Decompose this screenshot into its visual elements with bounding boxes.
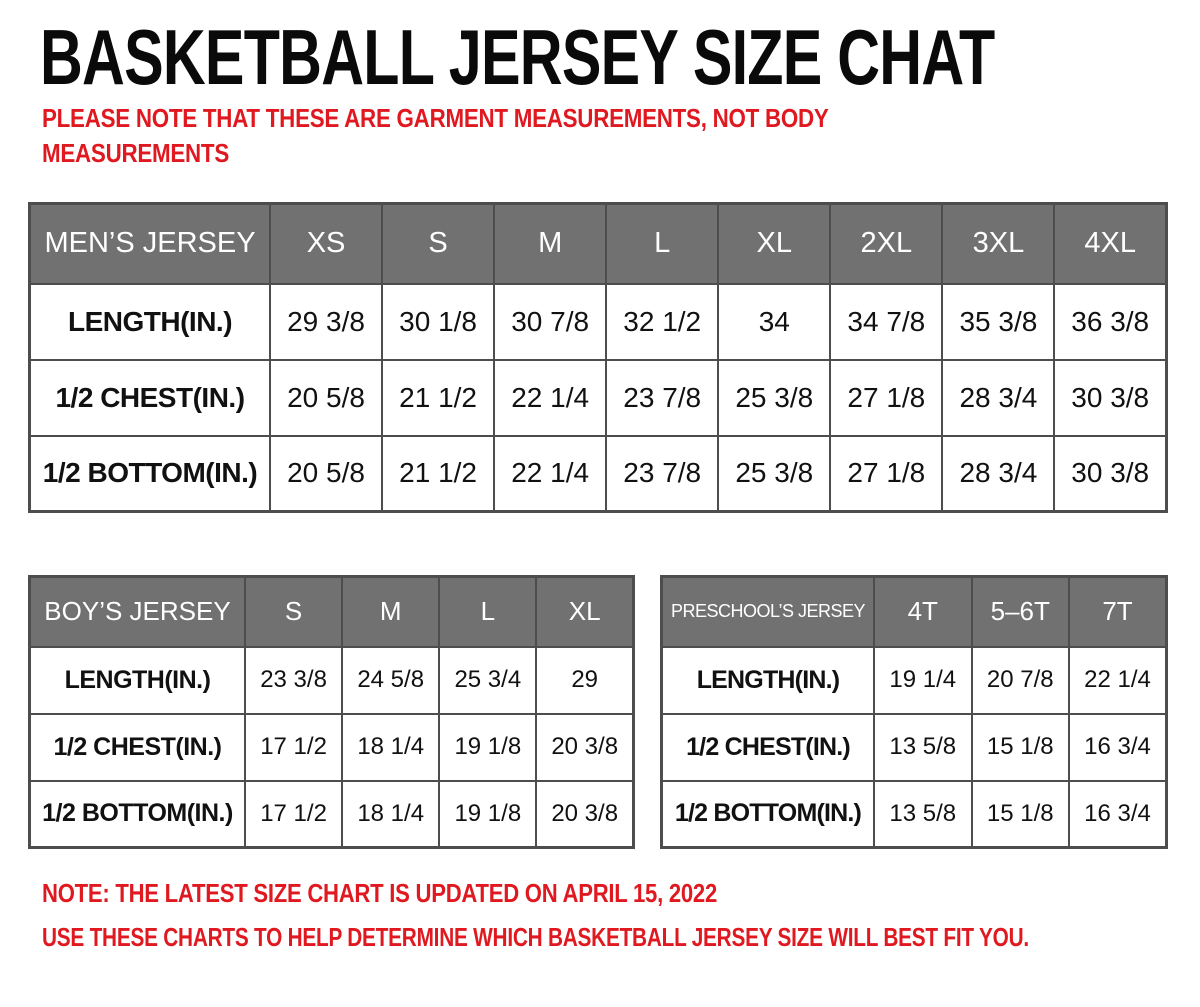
size-column-header: M <box>493 202 608 285</box>
size-value-cell: 20 3/8 <box>535 712 635 782</box>
size-value-cell: 30 3/8 <box>1053 358 1168 437</box>
size-value-cell: 24 5/8 <box>341 645 441 715</box>
size-value-cell: 25 3/8 <box>717 358 832 437</box>
table-row: 1/2 BOTTOM(IN.) 13 5/8 15 1/8 16 3/4 <box>660 779 1168 849</box>
size-value-cell: 35 3/8 <box>941 282 1056 361</box>
size-value-cell: 22 1/4 <box>1068 645 1168 715</box>
size-column-header: 5–6T <box>970 575 1070 648</box>
size-value-cell: 22 1/4 <box>493 358 608 437</box>
size-value-cell: 34 7/8 <box>829 282 944 361</box>
fit-advice-note: USE THESE CHARTS TO HELP DETERMINE WHICH… <box>42 922 1029 952</box>
size-value-cell: 16 3/4 <box>1068 779 1168 849</box>
size-column-header: S <box>243 575 344 648</box>
size-value-cell: 27 1/8 <box>829 434 944 513</box>
size-value-cell: 36 3/8 <box>1053 282 1168 361</box>
table-row: LENGTH(IN.) 19 1/4 20 7/8 22 1/4 <box>660 645 1168 715</box>
size-value-cell: 21 1/2 <box>381 434 496 513</box>
size-value-cell: 25 3/4 <box>438 645 538 715</box>
size-value-cell: 23 3/8 <box>243 645 344 715</box>
size-value-cell: 17 1/2 <box>243 779 344 849</box>
size-value-cell: 30 3/8 <box>1053 434 1168 513</box>
size-value-cell: 13 5/8 <box>873 712 973 782</box>
row-label-cell: 1/2 CHEST(IN.) <box>28 712 246 782</box>
size-value-cell: 19 1/8 <box>438 779 538 849</box>
size-value-cell: 19 1/8 <box>438 712 538 782</box>
preschools-jersey-title-cell: PRESCHOOL’S JERSEY <box>660 575 875 648</box>
size-column-header: M <box>341 575 441 648</box>
size-header-row: MEN’S JERSEY XS S M L XL 2XL 3XL 4XL <box>28 202 1168 285</box>
row-label-cell: 1/2 BOTTOM(IN.) <box>660 779 875 849</box>
size-value-cell: 28 3/4 <box>941 434 1056 513</box>
size-column-header: S <box>381 202 496 285</box>
size-value-cell: 23 7/8 <box>605 358 720 437</box>
size-value-cell: 25 3/8 <box>717 434 832 513</box>
size-value-cell: 23 7/8 <box>605 434 720 513</box>
size-value-cell: 30 7/8 <box>493 282 608 361</box>
size-value-cell: 15 1/8 <box>970 779 1070 849</box>
size-column-header: XS <box>268 202 384 285</box>
size-value-cell: 19 1/4 <box>873 645 973 715</box>
row-label-cell: LENGTH(IN.) <box>28 645 246 715</box>
size-value-cell: 20 7/8 <box>970 645 1070 715</box>
preschools-jersey-table: PRESCHOOL’S JERSEY 4T 5–6T 7T LENGTH(IN.) 19… <box>660 575 1168 849</box>
row-label-cell: LENGTH(IN.) <box>660 645 875 715</box>
size-value-cell: 27 1/8 <box>829 358 944 437</box>
table-row: 1/2 CHEST(IN.) 13 5/8 15 1/8 16 3/4 <box>660 712 1168 782</box>
size-value-cell: 29 3/8 <box>268 282 384 361</box>
size-value-cell: 20 3/8 <box>535 779 635 849</box>
boys-jersey-title-cell: BOY’S JERSEY <box>28 575 246 648</box>
size-column-header: L <box>438 575 538 648</box>
row-label-cell: 1/2 CHEST(IN.) <box>28 358 271 437</box>
size-header-row: PRESCHOOL’S JERSEY 4T 5–6T 7T <box>660 575 1168 648</box>
size-value-cell: 21 1/2 <box>381 358 496 437</box>
table-row: 1/2 BOTTOM(IN.) 17 1/2 18 1/4 19 1/8 20 3/8 <box>28 779 635 849</box>
size-column-header: L <box>605 202 720 285</box>
page-title: BASKETBALL JERSEY SIZE CHAT <box>40 13 995 101</box>
size-column-header: XL <box>535 575 635 648</box>
size-value-cell: 13 5/8 <box>873 779 973 849</box>
row-label-cell: 1/2 BOTTOM(IN.) <box>28 779 246 849</box>
size-value-cell: 20 5/8 <box>268 358 384 437</box>
size-value-cell: 16 3/4 <box>1068 712 1168 782</box>
size-value-cell: 32 1/2 <box>605 282 720 361</box>
size-value-cell: 18 1/4 <box>341 712 441 782</box>
size-value-cell: 15 1/8 <box>970 712 1070 782</box>
garment-measurement-disclaimer: PLEASE NOTE THAT THESE ARE GARMENT MEASU… <box>42 103 829 168</box>
size-column-header: 4T <box>873 575 973 648</box>
table-row: 1/2 BOTTOM(IN.) 20 5/8 21 1/2 22 1/4 23 7/8 2… <box>28 434 1168 513</box>
size-column-header: 3XL <box>941 202 1056 285</box>
size-value-cell: 17 1/2 <box>243 712 344 782</box>
size-value-cell: 30 1/8 <box>381 282 496 361</box>
size-value-cell: 28 3/4 <box>941 358 1056 437</box>
size-column-header: 2XL <box>829 202 944 285</box>
mens-jersey-table: MEN’S JERSEY XS S M L XL 2XL 3XL 4XL LENGTH(IN.)… <box>28 202 1168 513</box>
size-value-cell: 20 5/8 <box>268 434 384 513</box>
size-column-header: XL <box>717 202 832 285</box>
table-row: LENGTH(IN.) 29 3/8 30 1/8 30 7/8 32 1/2 34 34 … <box>28 282 1168 361</box>
table-row: 1/2 CHEST(IN.) 17 1/2 18 1/4 19 1/8 20 3/8 <box>28 712 635 782</box>
row-label-cell: 1/2 BOTTOM(IN.) <box>28 434 271 513</box>
size-value-cell: 18 1/4 <box>341 779 441 849</box>
size-column-header: 4XL <box>1053 202 1168 285</box>
update-date-note: NOTE: THE LATEST SIZE CHART IS UPDATED O… <box>42 878 718 908</box>
table-row: LENGTH(IN.) 23 3/8 24 5/8 25 3/4 29 <box>28 645 635 715</box>
table-row: 1/2 CHEST(IN.) 20 5/8 21 1/2 22 1/4 23 7/8 25… <box>28 358 1168 437</box>
mens-jersey-title-cell: MEN’S JERSEY <box>28 202 271 285</box>
size-value-cell: 34 <box>717 282 832 361</box>
size-value-cell: 29 <box>535 645 635 715</box>
size-column-header: 7T <box>1068 575 1168 648</box>
row-label-cell: LENGTH(IN.) <box>28 282 271 361</box>
size-header-row: BOY’S JERSEY S M L XL <box>28 575 635 648</box>
row-label-cell: 1/2 CHEST(IN.) <box>660 712 875 782</box>
boys-jersey-table: BOY’S JERSEY S M L XL LENGTH(IN.) 23 3/8 24 5/… <box>28 575 635 849</box>
size-value-cell: 22 1/4 <box>493 434 608 513</box>
